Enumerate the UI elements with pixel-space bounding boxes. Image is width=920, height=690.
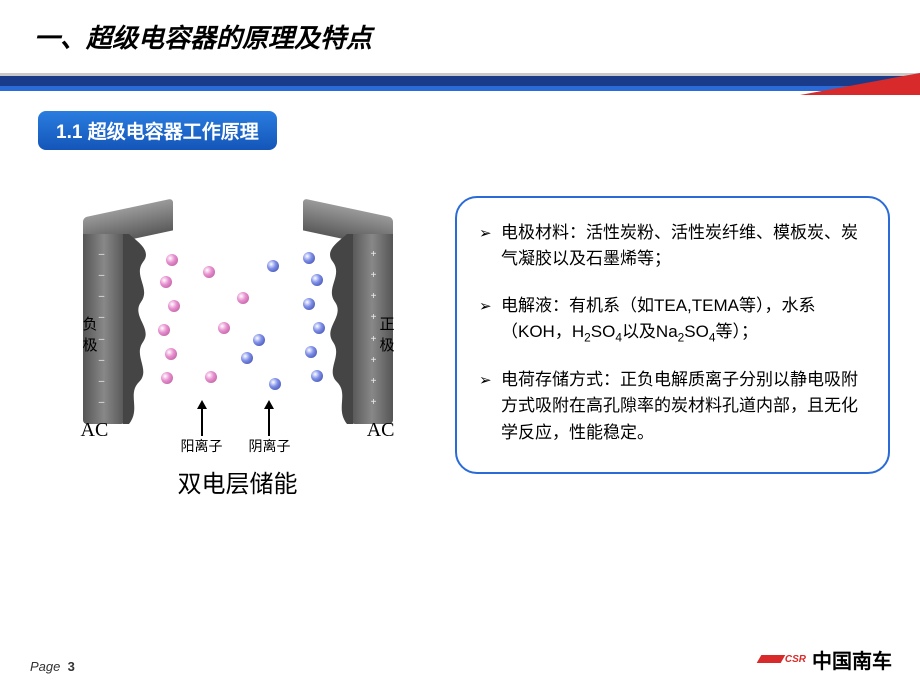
header-divider	[0, 73, 920, 95]
cation-label: 阳离子	[181, 436, 223, 456]
bullet-item: ➢ 电解液：有机系（如TEA,TEMA等），水系（KOH，H2SO4以及Na2S…	[479, 293, 866, 347]
ac-label-right: AC	[367, 419, 395, 442]
diagram-caption: 双电层储能	[178, 464, 298, 499]
page-number: Page 3	[30, 659, 75, 674]
info-box: ➢ 电极材料：活性炭粉、活性炭纤维、模板炭、炭气凝胶以及石墨烯等； ➢ 电解液：…	[455, 196, 890, 474]
bullet-text: 电解液：有机系（如TEA,TEMA等），水系（KOH，H2SO4以及Na2SO4…	[501, 293, 866, 347]
bullet-item: ➢ 电荷存储方式：正负电解质离子分别以静电吸附方式吸附在高孔隙率的炭材料孔道内部…	[479, 367, 866, 446]
csr-logo: CSR 中国南车	[759, 645, 892, 674]
section-subtitle: 1.1 超级电容器工作原理	[38, 111, 277, 150]
bullet-item: ➢ 电极材料：活性炭粉、活性炭纤维、模板炭、炭气凝胶以及石墨烯等；	[479, 220, 866, 273]
page-title: 一、超级电容器的原理及特点	[34, 18, 886, 55]
ac-label-left: AC	[81, 419, 109, 442]
anion-label: 阴离子	[249, 436, 291, 456]
negative-pole-label: 负极	[79, 316, 100, 358]
edlc-diagram: –––––––– ++++++++ 负极	[53, 196, 423, 456]
positive-pole-label: 正极	[376, 316, 397, 358]
